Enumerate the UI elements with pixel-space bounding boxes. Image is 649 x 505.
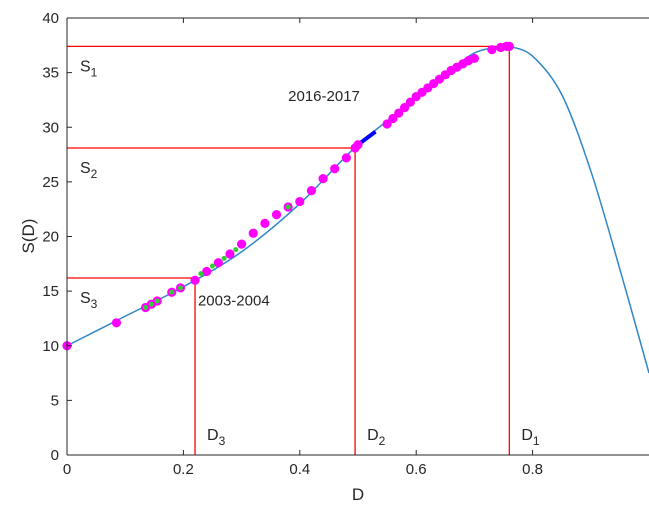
magenta-point [306, 186, 317, 196]
y-tick-label: 10 [42, 338, 59, 355]
magenta-point [248, 228, 258, 238]
green-point [221, 255, 227, 261]
green-point [177, 285, 183, 291]
magenta-point [504, 41, 514, 52]
green-point [154, 298, 160, 304]
green-point [148, 301, 154, 307]
y-tick-label: 35 [42, 65, 59, 82]
green-point [143, 305, 149, 311]
magenta-point [399, 102, 410, 113]
magenta-point [394, 108, 404, 118]
d-label-3: D3 [207, 427, 226, 448]
s-label-1: S1 [80, 58, 98, 79]
annotation-1: 2016-2017 [288, 88, 360, 105]
x-tick-label: 0.2 [173, 461, 194, 478]
magenta-point [295, 196, 305, 207]
y-tick-label: 20 [42, 229, 59, 246]
axes: 0 0.2 0.4 0.6 0.8 0 5 10 15 20 25 30 35 40 [42, 10, 649, 478]
labels: D1 S1 D2 S2 D3 S3 2016-2017 2003-2004 [80, 58, 540, 448]
green-point [198, 271, 204, 277]
magenta-point [260, 218, 270, 228]
magenta-point [487, 45, 497, 55]
magenta-point [213, 258, 223, 268]
s-label-3: S3 [80, 290, 98, 311]
magenta-point [341, 153, 351, 163]
green-point [233, 247, 239, 253]
green-point [169, 289, 175, 295]
magenta-point [111, 318, 122, 328]
magenta-point [382, 119, 392, 129]
magenta-point [469, 53, 479, 64]
annotation-2: 2003-2004 [198, 292, 270, 309]
d-label-2: D2 [367, 427, 386, 448]
magenta-point [271, 210, 282, 220]
y-tick-label: 15 [42, 283, 59, 300]
y-tick-label: 25 [42, 174, 59, 191]
y-tick-label: 0 [51, 447, 59, 464]
y-tick-label: 30 [42, 119, 59, 136]
s-label-2: S2 [80, 160, 98, 181]
magenta-point [318, 173, 328, 184]
magenta-point [388, 113, 398, 124]
y-tick-label: 40 [42, 10, 59, 27]
x-tick-label: 0.8 [522, 461, 543, 478]
point-layer [62, 41, 514, 351]
magenta-point [330, 164, 340, 174]
green-point [210, 263, 215, 269]
magenta-point [190, 275, 200, 285]
x-tick-label: 0.6 [406, 461, 427, 478]
magenta-point [237, 239, 247, 249]
x-tick-label: 0 [63, 461, 71, 478]
x-axis-label: D [352, 485, 364, 504]
y-tick-label: 5 [51, 392, 59, 409]
magenta-point [353, 140, 363, 150]
y-axis-label: S(D) [19, 219, 38, 254]
magenta-point [202, 266, 212, 277]
magenta-point [225, 249, 235, 259]
guide-lines [67, 45, 510, 455]
magenta-point [405, 97, 415, 107]
x-tick-label: 0.4 [289, 461, 310, 478]
green-point [285, 204, 291, 210]
d-label-1: D1 [521, 427, 540, 448]
